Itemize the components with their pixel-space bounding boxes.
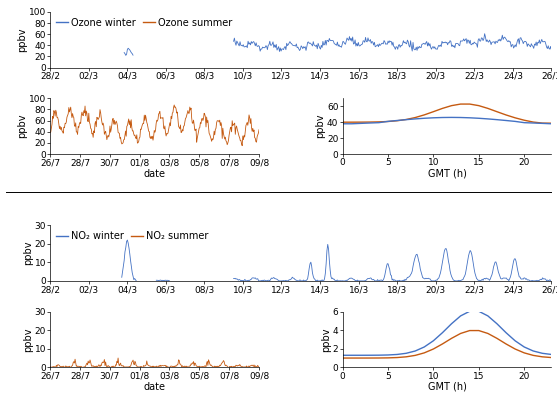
Y-axis label: ppbv: ppbv: [17, 114, 27, 138]
Y-axis label: ppbv: ppbv: [321, 327, 331, 352]
X-axis label: GMT (h): GMT (h): [428, 169, 466, 179]
Y-axis label: ppbv: ppbv: [23, 241, 33, 265]
X-axis label: date: date: [144, 382, 165, 392]
Y-axis label: ppbv: ppbv: [17, 28, 27, 52]
Legend: Ozone winter, Ozone summer: Ozone winter, Ozone summer: [55, 17, 233, 29]
Legend: NO₂ winter, NO₂ summer: NO₂ winter, NO₂ summer: [55, 230, 209, 242]
Y-axis label: ppbv: ppbv: [315, 114, 325, 138]
X-axis label: date: date: [144, 169, 165, 179]
X-axis label: GMT (h): GMT (h): [428, 382, 466, 392]
Y-axis label: ppbv: ppbv: [23, 327, 33, 352]
